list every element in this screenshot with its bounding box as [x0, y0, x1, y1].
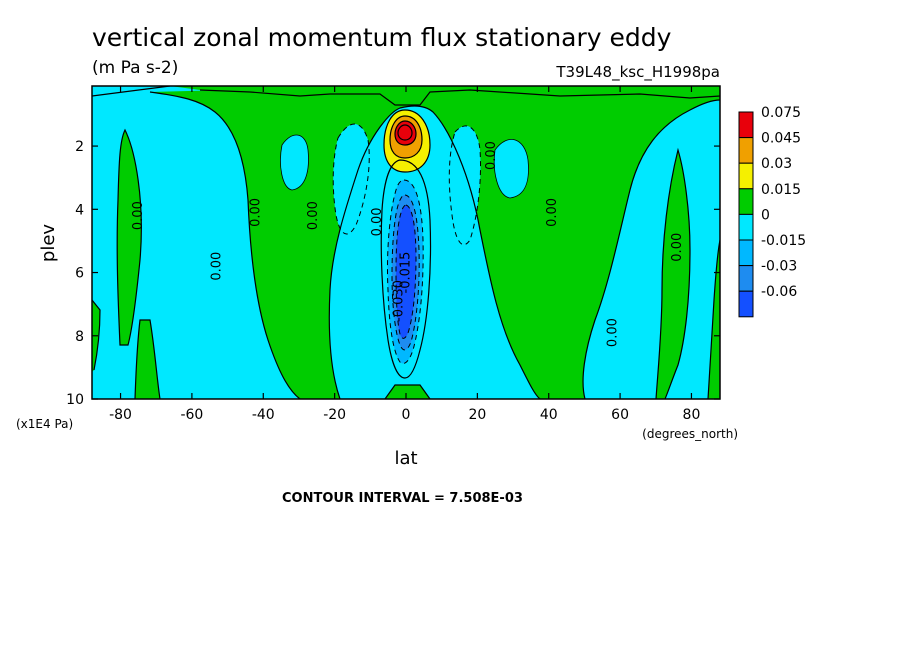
contour-neg-core-3 — [395, 204, 417, 339]
contour-label: 0.00 — [131, 201, 146, 230]
contour-pocket-left — [280, 134, 309, 191]
contour-interval-note: CONTOUR INTERVAL = 7.508E-03 — [282, 491, 523, 506]
legend-label: 0.015 — [761, 182, 801, 198]
contour-neg-core-1 — [386, 179, 424, 364]
y-tick-label: 2 — [75, 139, 84, 155]
contour-labels: 0.00 0.00 0.00 0.00 0.00 0.00 0.00 0.00 0.00 -0.0… — [131, 141, 685, 347]
y-tick-label: 10 — [66, 392, 84, 408]
contour-zero-core — [380, 159, 432, 379]
contour-label: -0.015 — [399, 252, 414, 294]
y-axis-label: plev — [38, 224, 59, 263]
field-cyan-neg-left — [333, 123, 370, 235]
field-cyan-neg-right — [449, 125, 481, 245]
contour-neg-right — [448, 125, 481, 246]
contour-zero-center — [149, 91, 301, 399]
contour-zero-right-strip — [655, 147, 691, 399]
y-tick-label: 4 — [75, 202, 84, 218]
x-unit-label: (degrees_north) — [642, 427, 738, 441]
legend-swatch — [738, 162, 754, 190]
contour-label: 0.00 — [370, 207, 385, 236]
contour-label: 0.00 — [606, 318, 621, 347]
contour-center-bottom — [384, 384, 431, 399]
field-neg-level-4 — [396, 205, 416, 339]
legend-swatch — [738, 265, 754, 292]
axes: -80 -60 -40 -20 0 20 40 60 80 2 4 6 8 10 — [66, 86, 720, 423]
contour-pos-3 — [394, 120, 417, 146]
y-tick-label: 8 — [75, 329, 84, 345]
contour-zero-left-edge — [92, 299, 101, 371]
field-cyan-pocket-right — [494, 139, 529, 198]
x-tick-label: 60 — [611, 407, 629, 423]
contour-lines — [92, 86, 720, 399]
plot-area — [92, 86, 720, 399]
legend-label: -0.06 — [761, 284, 797, 300]
contour-label: 0.00 — [670, 233, 685, 262]
contour-zero-left-bottom — [134, 319, 161, 399]
legend-label: -0.015 — [761, 233, 806, 249]
field-right-strip — [656, 150, 690, 399]
contour-pos-2 — [389, 115, 423, 159]
contour-neg-core-2 — [391, 194, 420, 351]
x-tick-label: 0 — [402, 407, 411, 423]
contour-label: 0.00 — [209, 252, 224, 281]
contour-label: 0.00 — [306, 201, 321, 230]
legend-swatch — [738, 137, 754, 164]
legend-swatch — [738, 290, 754, 318]
contour-pocket-right — [493, 139, 529, 199]
contour-pos-1 — [383, 109, 431, 173]
y-unit-label: (x1E4 Pa) — [16, 417, 73, 431]
field-left-bottom — [135, 320, 160, 399]
contour-neg-left — [332, 123, 370, 235]
x-tick-label: 20 — [468, 407, 486, 423]
x-tick-label: -20 — [323, 407, 346, 423]
legend-label: 0.03 — [761, 156, 792, 172]
contour-zero-right-edge — [707, 239, 720, 399]
legend-label: 0.075 — [761, 105, 801, 121]
chart-units: (m Pa s-2) — [92, 58, 178, 78]
contour-label: 0.00 — [249, 198, 264, 227]
run-label: T39L48_ksc_H1998pa — [555, 63, 720, 82]
field-cyan-pocket-left — [280, 134, 309, 190]
contour-zero-center-c — [582, 99, 720, 399]
color-legend: 0.075 0.045 0.03 0.015 0 -0.015 -0.03 -0.06 — [738, 105, 806, 318]
contour-label: -0.030 — [391, 280, 406, 322]
legend-label: 0.045 — [761, 131, 801, 147]
contour-label: 0.00 — [545, 198, 560, 227]
chart-title: vertical zonal momentum flux stationary … — [92, 23, 672, 52]
contour-zero-top — [92, 86, 720, 106]
y-tick-label: 6 — [75, 266, 84, 282]
x-tick-label: -60 — [180, 407, 203, 423]
legend-swatch — [738, 213, 754, 241]
field-left-strip — [117, 130, 142, 345]
x-tick-label: -40 — [252, 407, 275, 423]
x-tick-label: 80 — [683, 407, 701, 423]
contour-zero-left-strip — [116, 128, 142, 346]
contour-pos-4 — [397, 124, 413, 141]
x-axis-label: lat — [394, 448, 417, 469]
contour-zero-center-b — [328, 105, 541, 399]
contour-label: 0.00 — [484, 141, 499, 170]
x-tick-label: -80 — [109, 407, 132, 423]
legend-label: -0.03 — [761, 259, 797, 275]
field-center-bottom — [385, 385, 430, 399]
legend-swatch — [738, 188, 754, 215]
legend-swatch — [738, 239, 754, 267]
contour-lines-negative — [332, 123, 481, 364]
legend-label: 0 — [761, 207, 770, 223]
x-tick-label: 40 — [540, 407, 558, 423]
legend-swatch — [738, 111, 754, 139]
